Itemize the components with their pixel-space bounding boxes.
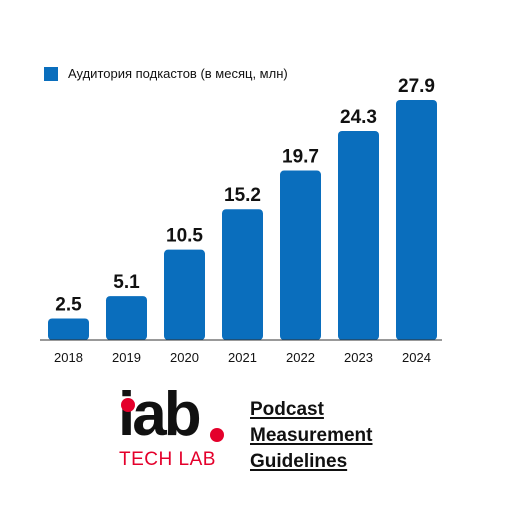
value-label-2021: 15.2 bbox=[224, 185, 261, 206]
bar-chart: 2.5 5.1 10.5 15.2 19.7 24.3 27.9 2018 2019 2020 2… bbox=[40, 76, 442, 365]
logo-end-dot bbox=[210, 428, 224, 442]
guidelines-line-2: Measurement bbox=[250, 425, 373, 446]
bar-2023 bbox=[338, 130, 379, 340]
logo-wordmark: iab bbox=[118, 380, 202, 449]
value-label-2018: 2.5 bbox=[55, 294, 82, 315]
x-tick-2020: 2020 bbox=[170, 350, 199, 365]
legend: Аудитория подкастов (в месяц, млн) bbox=[44, 66, 288, 81]
guidelines-title: Podcast Measurement Guidelines bbox=[250, 397, 373, 475]
bar-2024 bbox=[396, 100, 437, 340]
x-tick-2019: 2019 bbox=[112, 350, 141, 365]
x-tick-2024: 2024 bbox=[402, 350, 431, 365]
bar-2018 bbox=[48, 318, 89, 340]
legend-swatch bbox=[44, 66, 58, 81]
bar-2019 bbox=[106, 296, 147, 340]
logo-i-dot bbox=[121, 398, 135, 412]
bar-2020 bbox=[164, 249, 205, 340]
guidelines-line-1: Podcast bbox=[250, 399, 324, 420]
iab-tech-lab-logo: iab TECH LAB bbox=[118, 384, 224, 470]
value-label-2020: 10.5 bbox=[166, 226, 203, 247]
value-label-2024: 27.9 bbox=[398, 76, 435, 97]
legend-label: Аудитория подкастов (в месяц, млн) bbox=[68, 66, 288, 81]
logo-subtitle: TECH LAB bbox=[119, 449, 216, 470]
x-tick-2018: 2018 bbox=[54, 350, 83, 365]
x-tick-2021: 2021 bbox=[228, 350, 257, 365]
value-label-2022: 19.7 bbox=[282, 147, 319, 168]
guidelines-line-3: Guidelines bbox=[250, 451, 348, 472]
x-tick-2023: 2023 bbox=[344, 350, 373, 365]
bar-2022 bbox=[280, 170, 321, 340]
x-tick-2022: 2022 bbox=[286, 350, 315, 365]
bar-2021 bbox=[222, 209, 263, 340]
value-label-2023: 24.3 bbox=[340, 107, 377, 128]
value-label-2019: 5.1 bbox=[113, 272, 140, 293]
